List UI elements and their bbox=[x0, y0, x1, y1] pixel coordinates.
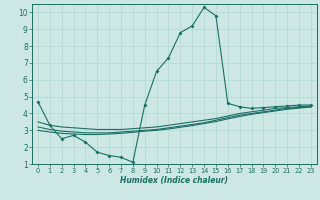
X-axis label: Humidex (Indice chaleur): Humidex (Indice chaleur) bbox=[120, 176, 228, 185]
